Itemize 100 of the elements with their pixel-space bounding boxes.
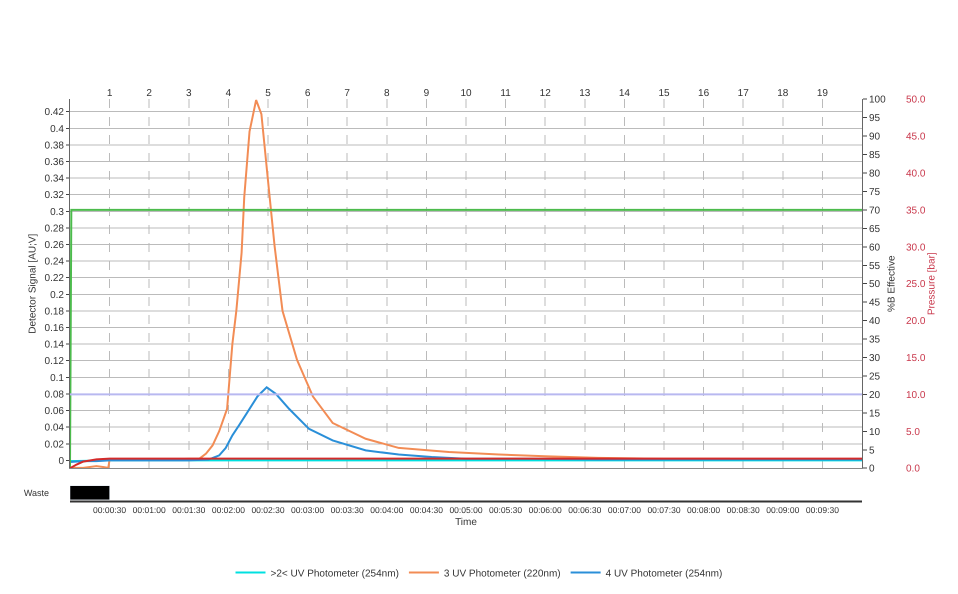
x2-tick-label: 8 <box>384 88 390 100</box>
x2-tick-label: 13 <box>579 88 591 100</box>
y-tick-label: 0.26 <box>44 240 64 251</box>
y2-tick-label: 50 <box>869 279 881 290</box>
x2-tick-label: 16 <box>698 88 710 100</box>
x-tick-label: 00:08:00 <box>687 504 720 515</box>
y2-tick-label: 15 <box>869 408 881 420</box>
x-tick-label: 00:00:30 <box>93 504 126 515</box>
x2-tick-label: 15 <box>658 88 670 100</box>
line-series <box>70 458 862 468</box>
y-tick-label: 0.12 <box>44 356 64 368</box>
x2-tick-label: 10 <box>460 88 472 100</box>
x-tick-label: 00:09:00 <box>766 504 800 515</box>
x2-tick-label: 17 <box>738 88 750 100</box>
y2-tick-label: 100 <box>869 94 886 106</box>
x2-tick-label: 5 <box>265 88 272 100</box>
y2-tick-label: 25 <box>869 371 881 382</box>
y3-tick-label: 10.0 <box>906 390 926 401</box>
y-tick-label: 0.14 <box>44 340 64 351</box>
legend-label: 3 UV Photometer (220nm) <box>444 568 561 580</box>
x-tick-label: 00:08:30 <box>726 504 760 515</box>
x2-tick-label: 7 <box>344 88 350 100</box>
y-tick-label: 0.42 <box>44 107 64 118</box>
y2-tick-label: 20 <box>869 390 881 401</box>
x-tick-label: 00:03:00 <box>291 504 324 515</box>
y2-tick-label: 0 <box>869 464 875 475</box>
y-tick-label: 0.32 <box>44 190 64 202</box>
y-tick-label: 0.24 <box>44 256 64 268</box>
y2-tick-label: 40 <box>869 316 881 328</box>
y2-tick-label: 85 <box>869 150 881 162</box>
y2-tick-label: 30 <box>869 353 881 364</box>
y2-tick-label: 35 <box>869 334 881 346</box>
y-tick-label: 0.04 <box>44 422 64 434</box>
y2-tick-label: 45 <box>869 298 881 309</box>
y2-axis-title: %B Effective <box>886 255 898 312</box>
x2-tick-label: 1 <box>106 88 113 100</box>
y2-tick-label: 90 <box>869 132 881 143</box>
y3-axis-title: Pressure [bar] <box>926 252 938 316</box>
x-tick-label: 00:07:30 <box>647 504 681 515</box>
line-series <box>70 386 862 464</box>
x-tick-label: 00:04:00 <box>370 504 404 515</box>
y-tick-label: 0 <box>58 456 64 467</box>
x-tick-label: 00:01:00 <box>132 504 166 515</box>
y3-tick-label: 35.0 <box>906 205 926 216</box>
y2-tick-label: 10 <box>869 426 881 438</box>
x2-tick-label: 14 <box>618 88 630 100</box>
y2-tick-label: 95 <box>869 113 881 124</box>
x-tick-label: 00:05:00 <box>449 504 483 515</box>
y-tick-label: 0.2 <box>50 290 64 301</box>
x-tick-label: 00:02:00 <box>212 504 246 515</box>
y-tick-label: 0.36 <box>44 156 64 168</box>
x-tick-label: 00:06:00 <box>528 504 562 515</box>
legend-label: >2< UV Photometer (254nm) <box>270 568 399 580</box>
y2-tick-label: 5 <box>869 445 875 456</box>
y3-tick-label: 15.0 <box>906 353 926 364</box>
y2-tick-label: 55 <box>869 260 881 272</box>
y-tick-label: Waste <box>24 488 49 498</box>
y3-tick-label: 45.0 <box>906 132 926 143</box>
x2-tick-label: 18 <box>777 88 789 100</box>
x2-tick-label: 4 <box>226 88 232 100</box>
y3-tick-label: 30.0 <box>906 242 926 254</box>
x-tick-label: 00:03:30 <box>330 504 364 515</box>
x-tick-label: 00:06:30 <box>568 504 602 515</box>
y3-tick-label: 20.0 <box>906 316 926 328</box>
y-tick-label: 0.4 <box>50 124 64 135</box>
y2-tick-label: 70 <box>869 205 881 216</box>
x2-tick-label: 3 <box>186 88 192 100</box>
y-tick-label: 0.08 <box>44 389 64 400</box>
y-tick-label: 0.16 <box>44 323 64 334</box>
y3-tick-label: 25.0 <box>906 279 926 290</box>
y-axis-title: Detector Signal [AU;V] <box>28 233 39 334</box>
x-tick-label: 00:04:30 <box>410 504 444 515</box>
x-tick-label: 00:01:30 <box>172 504 206 515</box>
x-axis-title: Time <box>455 516 478 528</box>
y-tick-label: 0.38 <box>44 140 64 152</box>
y3-tick-label: 0.0 <box>906 464 920 475</box>
y-tick-label: 0.18 <box>44 306 64 318</box>
x2-tick-label: 19 <box>816 88 828 100</box>
y2-tick-label: 65 <box>869 224 881 235</box>
legend-label: 4 UV Photometer (254nm) <box>606 568 722 580</box>
y2-tick-label: 80 <box>869 168 881 180</box>
x2-tick-label: 12 <box>540 88 552 100</box>
y-tick-label: 0.1 <box>50 372 64 384</box>
y-tick-label: 0.06 <box>44 406 64 418</box>
y-tick-label: 0.28 <box>44 223 64 234</box>
x2-tick-label: 2 <box>146 88 152 100</box>
y2-tick-label: 75 <box>869 186 881 198</box>
x-tick-label: 00:07:00 <box>608 504 642 515</box>
y-tick-label: 0.34 <box>44 174 64 185</box>
y3-tick-label: 40.0 <box>906 168 926 180</box>
x-tick-label: 00:05:30 <box>489 504 522 515</box>
x2-tick-label: 9 <box>424 88 430 100</box>
y-tick-label: 0.3 <box>50 206 64 218</box>
y-tick-label: 0.22 <box>44 273 64 284</box>
x-tick-label: 00:02:30 <box>251 504 285 515</box>
y3-tick-label: 5.0 <box>906 426 920 438</box>
x-tick-label: 00:09:30 <box>806 504 840 515</box>
x2-tick-label: 11 <box>500 88 512 100</box>
x2-tick-label: 6 <box>304 88 311 100</box>
y-tick-label: 0.02 <box>44 439 64 450</box>
